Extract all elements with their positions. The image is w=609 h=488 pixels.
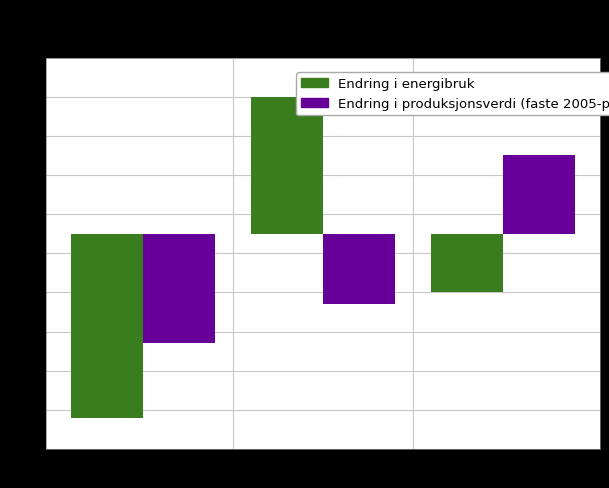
Bar [502,156,575,234]
Bar [323,234,395,305]
Bar [251,98,323,234]
Legend: Endring i energibruk, Endring i produksjonsverdi (faste 2005-priser): Endring i energibruk, Endring i produksj… [296,73,609,116]
Bar [143,234,215,344]
Bar [431,234,502,293]
Bar [71,234,143,418]
